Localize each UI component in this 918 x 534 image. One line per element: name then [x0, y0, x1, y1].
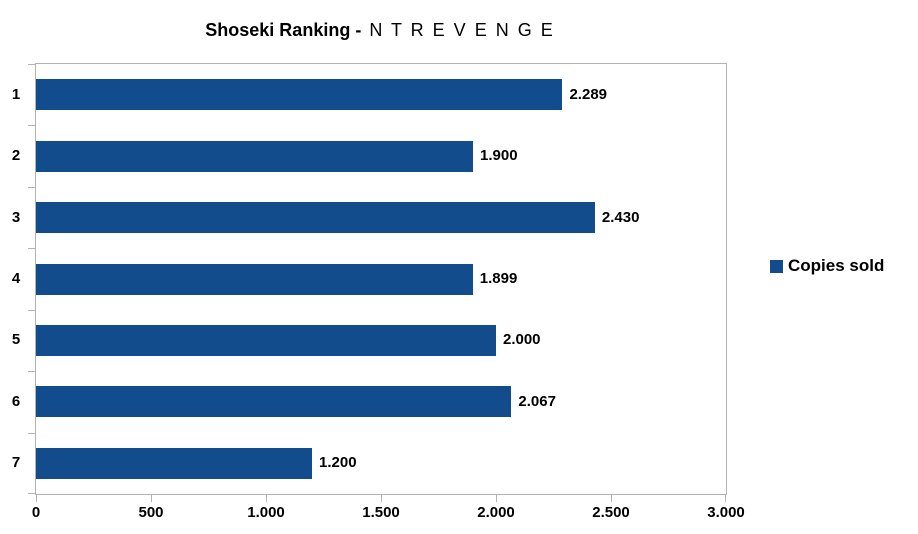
bar-5: [36, 324, 496, 356]
y-axis-tick: [28, 371, 36, 373]
x-axis-tick-label: 2.500: [592, 504, 630, 521]
value-label: 1.900: [480, 147, 518, 165]
x-axis-tick: [150, 494, 152, 502]
value-label: 2.000: [502, 331, 541, 349]
bar-6: [36, 386, 512, 418]
x-axis-tick: [495, 494, 497, 502]
bar-4: [36, 263, 473, 295]
y-axis-tick: [28, 186, 36, 188]
category-label: 5: [11, 331, 21, 349]
x-axis-tick-label: 2.000: [477, 504, 515, 521]
value-label: 1.200: [319, 454, 357, 472]
y-axis-tick: [28, 64, 36, 65]
value-label: 2.067: [518, 392, 556, 410]
legend-label: Copies sold: [788, 256, 885, 275]
category-label: 7: [11, 454, 21, 472]
x-axis-tick-label: 500: [138, 504, 164, 521]
legend: Copies sold: [770, 256, 884, 276]
y-axis-tick: [28, 309, 36, 311]
legend-swatch-icon: [770, 259, 783, 273]
category-label: 6: [11, 392, 21, 410]
chart-title-main: Shoseki Ranking -: [205, 20, 362, 40]
x-axis-tick: [265, 494, 267, 502]
bar-2: [36, 140, 473, 172]
value-label: 1.899: [479, 270, 518, 287]
value-label: 2.289: [569, 85, 608, 103]
x-axis-tick-label: 3.000: [707, 504, 745, 521]
category-label: 4: [11, 270, 21, 287]
x-axis-tick: [611, 494, 612, 502]
bar-3: [36, 202, 595, 234]
value-label: 2.430: [601, 208, 640, 226]
chart-title-suffix: N T R E V E N G E: [369, 20, 555, 40]
bar-1: [36, 79, 563, 111]
category-label: 2: [11, 147, 21, 165]
bar-7: [36, 447, 312, 479]
chart-title: Shoseki Ranking - N T R E V E N G E: [0, 20, 760, 41]
x-axis-tick: [381, 494, 382, 502]
category-label: 3: [11, 208, 21, 226]
x-axis-tick-label: 1.000: [247, 504, 285, 521]
x-axis-tick-label: 0: [31, 504, 41, 521]
category-label: 1: [11, 85, 21, 103]
plot-area: 1 2.289 2 1.900 3 2.430 4 1.899 5 2.000 6 2.067 7 1.2…: [12, 63, 745, 521]
y-axis-tick: [28, 493, 36, 494]
x-axis-tick: [725, 494, 726, 502]
x-axis-tick: [36, 494, 37, 502]
y-axis-tick: [28, 432, 36, 434]
y-axis-tick: [28, 248, 36, 250]
y-axis-tick: [28, 125, 36, 127]
x-axis-tick-label: 1.500: [362, 504, 400, 521]
